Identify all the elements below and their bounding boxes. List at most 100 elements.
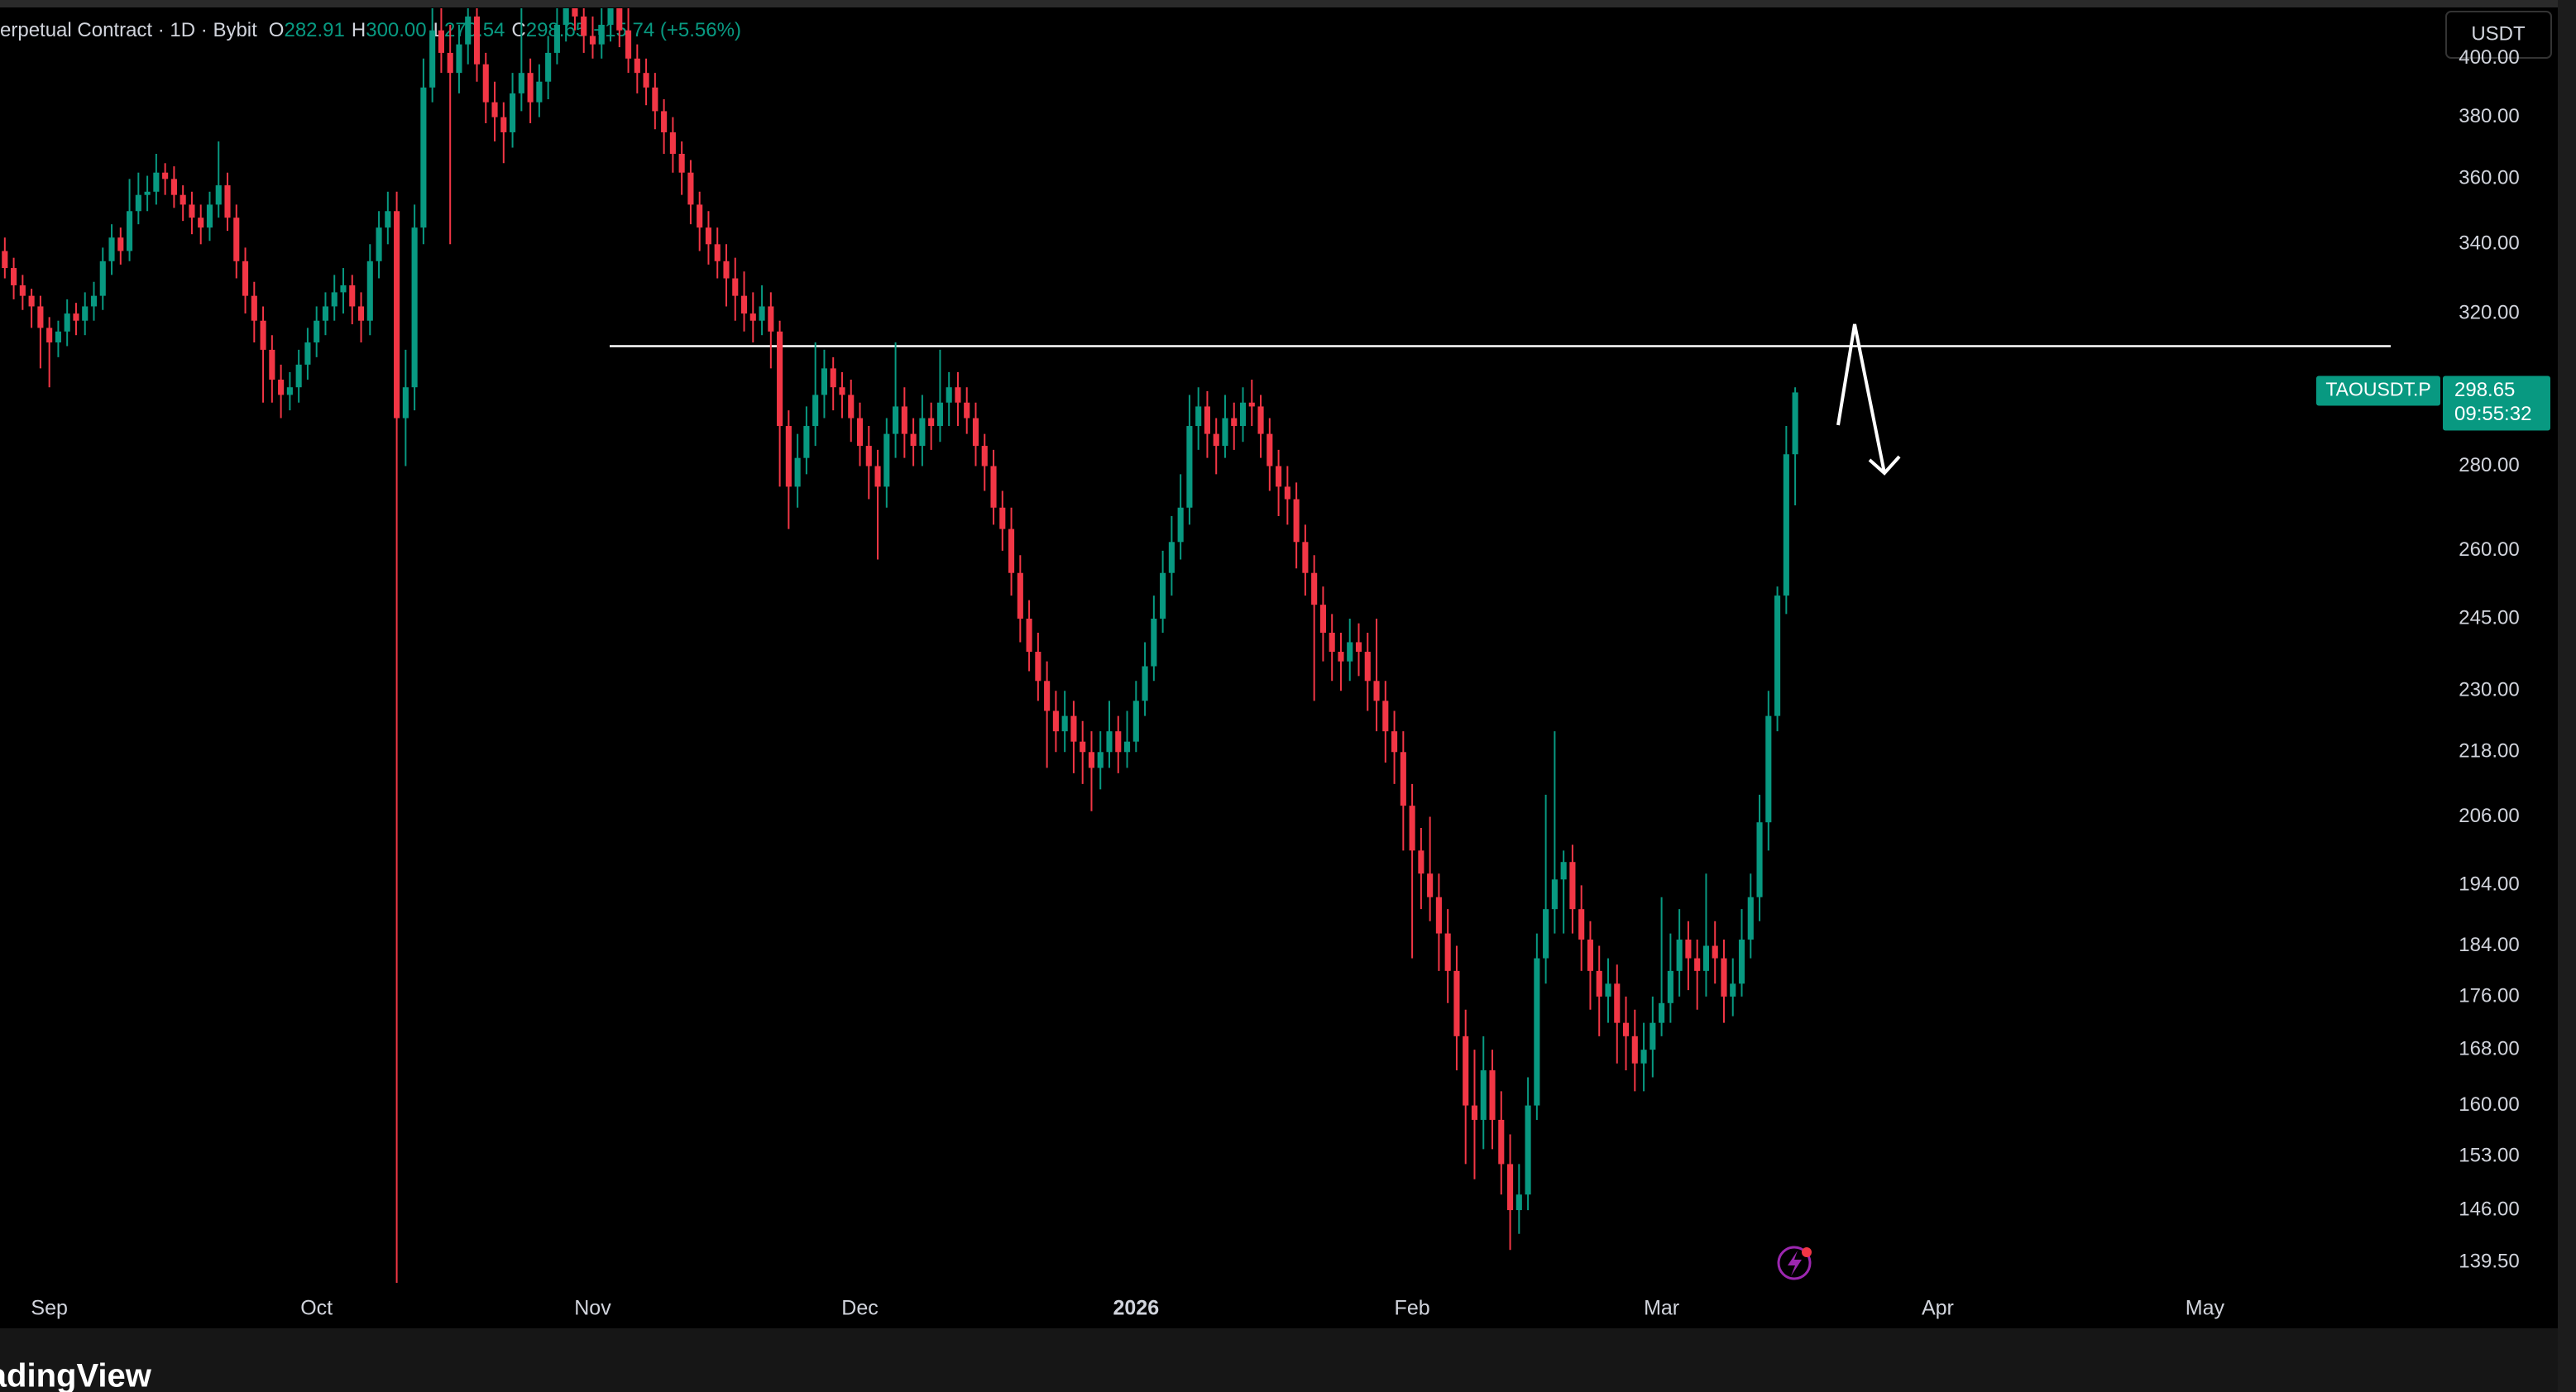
candle-body — [1239, 402, 1247, 427]
candle-body — [661, 111, 668, 132]
candle-body — [1560, 862, 1567, 880]
candle-body — [224, 185, 231, 218]
candle-body — [981, 446, 988, 466]
candle-body — [928, 418, 935, 427]
y-tick-label: 360.00 — [2459, 167, 2519, 189]
candle-body — [1338, 652, 1344, 662]
candle-body — [536, 81, 543, 103]
candle-body — [1302, 542, 1309, 573]
y-tick-label: 176.00 — [2459, 984, 2519, 1007]
candle-body — [1373, 681, 1380, 701]
y-tick-label: 400.00 — [2459, 46, 2519, 69]
candle-body — [1702, 945, 1709, 971]
candle-body — [553, 24, 560, 53]
candle-body — [1694, 958, 1701, 971]
price-tag — [2443, 376, 2550, 431]
candle-body — [1614, 983, 1621, 1023]
y-tick-label: 168.00 — [2459, 1038, 2519, 1060]
candle-body — [340, 285, 347, 293]
x-tick-label: Oct — [300, 1297, 333, 1320]
y-tick-label: 218.00 — [2459, 740, 2519, 763]
candle-body — [366, 261, 373, 321]
candle-body — [349, 285, 356, 307]
candle-body — [768, 306, 774, 332]
candle-body — [883, 433, 890, 487]
y-tick-label: 194.00 — [2459, 873, 2519, 896]
candle-body — [1453, 970, 1460, 1036]
y-tick-label: 160.00 — [2459, 1093, 2519, 1116]
candle-body — [785, 426, 792, 487]
candle-body — [999, 507, 1006, 529]
candle-body — [634, 58, 640, 74]
price-tag-countdown: 09:55:32 — [2454, 403, 2531, 425]
candle-body — [705, 227, 712, 245]
candle-body — [1088, 752, 1095, 768]
candle-body — [990, 466, 997, 508]
candle-body — [1311, 572, 1318, 605]
candle-body — [206, 204, 213, 228]
candle-body — [723, 261, 730, 279]
candle-body — [1587, 940, 1594, 971]
y-tick-label: 230.00 — [2459, 679, 2519, 701]
candle-body — [1284, 486, 1290, 500]
candle-body — [1444, 933, 1451, 971]
currency-button-frame[interactable] — [2445, 11, 2552, 59]
candle-body — [260, 320, 266, 350]
currency-label[interactable]: USDT — [2471, 22, 2526, 45]
candle-body — [1738, 940, 1745, 984]
candle-body — [420, 87, 427, 228]
candle-body — [919, 418, 926, 447]
candle-body — [946, 387, 952, 403]
y-tick-label: 184.00 — [2459, 934, 2519, 956]
currency-button[interactable]: USDT — [2445, 11, 2552, 59]
candle-body — [1471, 1105, 1478, 1120]
candle-body — [1061, 715, 1068, 732]
candle-body — [385, 211, 391, 228]
candle-body — [740, 295, 748, 314]
candle-body — [99, 261, 106, 296]
candle-body — [1730, 983, 1736, 997]
candle-body — [1427, 873, 1434, 897]
y-tick-label: 320.00 — [2459, 301, 2519, 323]
footer — [0, 1328, 2576, 1392]
candle-body — [821, 368, 827, 395]
candle-body — [1115, 731, 1122, 753]
candle-body — [108, 237, 115, 261]
candle-body — [1213, 433, 1219, 447]
candle-body — [1676, 940, 1683, 971]
candle-body — [1650, 1022, 1656, 1050]
legend-key: O — [269, 19, 285, 41]
candle-body — [1712, 945, 1718, 959]
candle-body — [1685, 940, 1692, 959]
x-tick-label: Mar — [1644, 1297, 1679, 1320]
candle-body — [830, 368, 836, 388]
candle-body — [812, 395, 819, 427]
candle-body — [777, 331, 783, 427]
candle-body — [11, 268, 17, 285]
candle-body — [572, 8, 578, 17]
candle-body — [1080, 741, 1086, 753]
arrow-head — [1868, 455, 1901, 476]
candle-body — [803, 426, 810, 458]
candle-body — [794, 457, 801, 487]
candle-body — [1756, 822, 1763, 897]
candle-body — [616, 8, 623, 31]
candle-body — [162, 172, 169, 179]
candle-body — [394, 211, 400, 419]
candle-body — [90, 295, 98, 307]
candle-body — [1132, 701, 1139, 742]
candle-body — [1364, 652, 1371, 682]
candle-body — [1551, 879, 1558, 910]
candle-body — [1160, 572, 1166, 619]
candle-body — [1017, 572, 1023, 619]
candle-body — [1578, 909, 1585, 940]
x-tick-label: Nov — [574, 1297, 611, 1320]
candle-body — [491, 102, 498, 117]
candle-body — [295, 364, 302, 388]
legend-value: 282.91 — [284, 19, 344, 41]
candle-body — [357, 306, 365, 321]
candle-body — [1631, 1036, 1638, 1064]
candle-body — [1667, 970, 1673, 1003]
candle-body — [964, 402, 970, 419]
